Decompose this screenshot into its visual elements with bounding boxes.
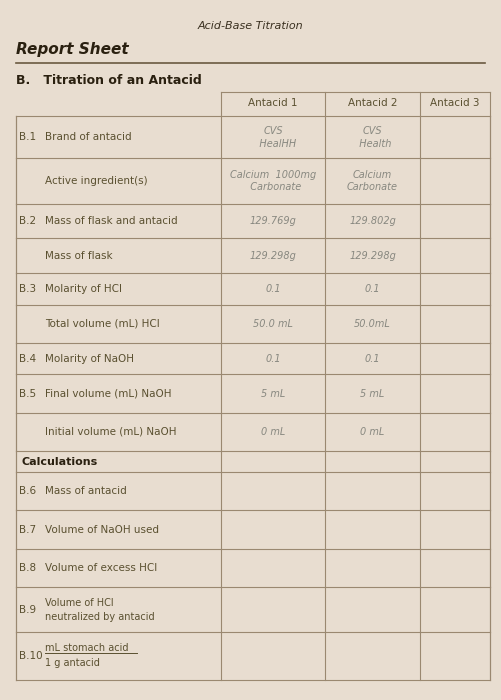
Text: 0.1: 0.1 [265,354,281,364]
Text: CVS
  Health: CVS Health [353,126,392,148]
Text: B.5: B.5 [19,389,36,398]
Text: 0.1: 0.1 [365,354,380,364]
Text: Brand of antacid: Brand of antacid [45,132,132,142]
Text: 129.298g: 129.298g [349,251,396,261]
Text: Total volume (mL) HCl: Total volume (mL) HCl [45,319,160,329]
Text: Volume of NaOH used: Volume of NaOH used [45,524,159,535]
Text: B.2: B.2 [19,216,36,226]
Text: Calculations: Calculations [22,456,98,467]
Text: Calcium
Carbonate: Calcium Carbonate [347,169,398,192]
Text: B.7: B.7 [19,524,36,535]
Text: 5 mL: 5 mL [360,389,385,398]
Text: Antacid 2: Antacid 2 [348,98,397,108]
Text: B.9: B.9 [19,605,36,615]
Text: Antacid 1: Antacid 1 [248,98,298,108]
Text: 129.298g: 129.298g [249,251,297,261]
Text: Molarity of HCl: Molarity of HCl [45,284,122,294]
Text: neutralized by antacid: neutralized by antacid [45,612,155,622]
Text: Molarity of NaOH: Molarity of NaOH [45,354,134,364]
Text: 50.0mL: 50.0mL [354,319,391,329]
Text: mL stomach acid: mL stomach acid [45,643,129,652]
Text: 129.802g: 129.802g [349,216,396,226]
Text: Report Sheet: Report Sheet [17,42,129,57]
Text: Mass of flask: Mass of flask [45,251,113,261]
Text: B.10: B.10 [19,651,43,661]
Text: 0.1: 0.1 [265,284,281,294]
Text: Acid-Base Titration: Acid-Base Titration [198,21,303,31]
Text: 0 mL: 0 mL [360,427,385,437]
Text: 50.0 mL: 50.0 mL [253,319,293,329]
Text: Volume of excess HCl: Volume of excess HCl [45,563,157,573]
Text: 5 mL: 5 mL [261,389,285,398]
Text: B.   Titration of an Antacid: B. Titration of an Antacid [17,74,202,87]
Text: 129.769g: 129.769g [249,216,297,226]
Text: Active ingredient(s): Active ingredient(s) [45,176,148,186]
Text: Initial volume (mL) NaOH: Initial volume (mL) NaOH [45,427,177,437]
Text: 0.1: 0.1 [365,284,380,294]
Text: B.6: B.6 [19,486,36,496]
Text: CVS
   HealHH: CVS HealHH [250,126,296,148]
Text: Calcium  1000mg
  Carbonate: Calcium 1000mg Carbonate [230,169,316,192]
Text: B.8: B.8 [19,563,36,573]
Text: B.1: B.1 [19,132,36,142]
Text: 0 mL: 0 mL [261,427,285,437]
Text: Volume of HCl: Volume of HCl [45,598,114,608]
Text: B.3: B.3 [19,284,36,294]
Text: Final volume (mL) NaOH: Final volume (mL) NaOH [45,389,172,398]
Text: Mass of antacid: Mass of antacid [45,486,127,496]
Text: Mass of flask and antacid: Mass of flask and antacid [45,216,178,226]
Text: Antacid 3: Antacid 3 [430,98,479,108]
Text: B.4: B.4 [19,354,36,364]
Text: 1 g antacid: 1 g antacid [45,658,100,668]
